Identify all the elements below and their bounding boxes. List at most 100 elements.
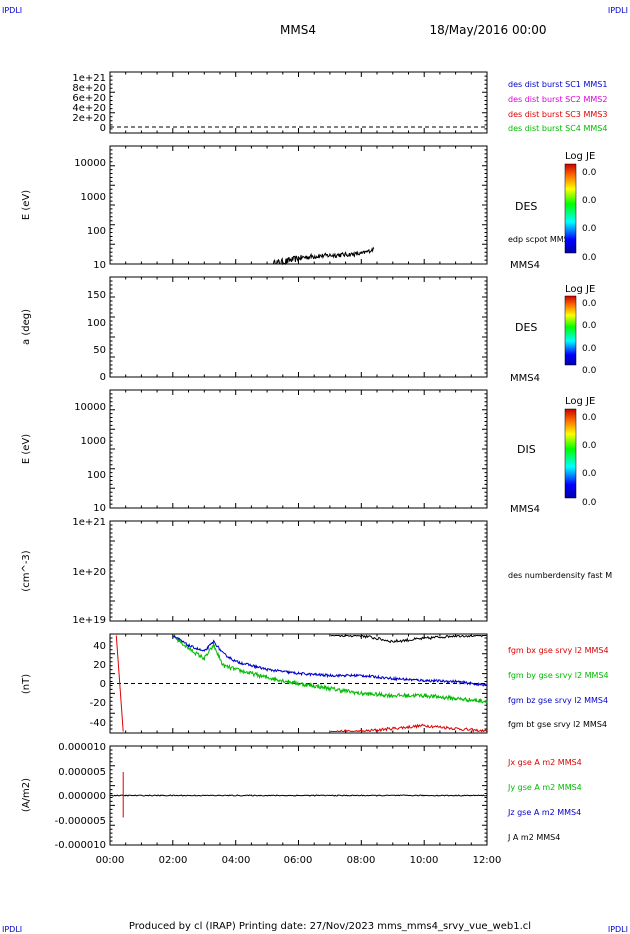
p6-legend-by: fgm by gse srvy l2 MMS4 [508, 671, 609, 680]
p1-ytick-label: 8e+20 [72, 83, 106, 94]
p6-ytick-label: 20 [93, 660, 106, 671]
p7-legend-j: J A m2 MMS4 [507, 833, 560, 842]
p1-ytick-label: 2e+20 [72, 113, 106, 124]
p1-ytick-label: 1e+21 [72, 73, 106, 84]
p1-legend-sc4: des dist burst SC4 MMS4 [508, 124, 607, 133]
p7-ytick-label: -0.000010 [55, 840, 106, 851]
p2-colorbar-tick: 0.0 [582, 168, 597, 178]
panel-2-frame [109, 145, 488, 265]
p4-instrument-label: DIS [517, 443, 536, 456]
p4-colorbar-title: Log JE [565, 396, 595, 407]
p3-ytick-label: 100 [87, 318, 106, 329]
p2-ylabel: E (eV) [21, 190, 32, 220]
p4-colorbar-tick: 0.0 [582, 469, 597, 479]
corner-label-bottom-right: IPDLI [608, 925, 628, 934]
panel-4-frame [109, 389, 488, 509]
axis-ticks [109, 71, 488, 846]
p5-ylabel: (cm^-3) [21, 550, 32, 591]
x-tick-label: 08:00 [347, 855, 376, 866]
panel-5-frame [109, 520, 488, 622]
p6-legend-bx: fgm bx gse srvy l2 MMS4 [508, 646, 609, 655]
p6-ylabel: (nT) [21, 674, 32, 694]
panel-1-frame [109, 71, 488, 134]
p6-bz-trace [173, 634, 488, 687]
p5-ytick-label: 1e+20 [72, 567, 106, 578]
p7-ylabel: (A/m2) [21, 778, 32, 812]
p3-ytick-label: 50 [93, 345, 106, 356]
p4-ytick-label: 100 [87, 470, 106, 481]
p5-ytick-label: 1e+19 [72, 615, 106, 626]
p1-legend-sc2: des dist burst SC2 MMS2 [508, 95, 607, 104]
p3-colorbar-tick: 0.0 [582, 366, 597, 376]
p7-legend-jz: Jz gse A m2 MMS4 [507, 808, 581, 817]
p3-colorbar-title: Log JE [565, 284, 595, 295]
p4-ytick-label: 1000 [81, 436, 106, 447]
x-tick-label: 06:00 [284, 855, 313, 866]
x-tick-label: 02:00 [159, 855, 188, 866]
p1-ytick-label: 6e+20 [72, 93, 106, 104]
p2-ytick-label: 100 [87, 226, 106, 237]
x-tick-label: 04:00 [222, 855, 251, 866]
p1-legend-sc1: des dist burst SC1 MMS1 [508, 80, 607, 89]
x-tick-label: 00:00 [96, 855, 125, 866]
p1-ytick-label: 0 [100, 123, 106, 134]
p2-sc-label: MMS4 [510, 260, 540, 271]
p4-ylabel: E (eV) [21, 434, 32, 464]
p2-colorbar-tick: 0.0 [582, 196, 597, 206]
p3-ylabel: a (deg) [21, 309, 32, 345]
p2-instrument-label: DES [515, 200, 537, 213]
p7-ytick-label: 0.000010 [58, 742, 106, 753]
p6-by-trace [173, 633, 488, 705]
p2-colorbar-tick: 0.0 [582, 253, 597, 263]
p4-ytick-label: 10 [93, 503, 106, 514]
p2-colorbar-tick: 0.0 [582, 224, 597, 234]
p7-current-baseline [109, 794, 488, 797]
p5-ytick-label: 1e+21 [72, 517, 106, 528]
p7-ytick-label: 0.000000 [58, 791, 106, 802]
p7-legend-jx: Jx gse A m2 MMS4 [507, 758, 582, 767]
p6-bx-trace [115, 635, 487, 733]
p4-colorbar [564, 408, 577, 499]
p3-colorbar-tick: 0.0 [582, 344, 597, 354]
p3-ytick-label: 150 [87, 290, 106, 301]
p3-colorbar [564, 295, 577, 366]
corner-label-bottom-left: IPDLI [2, 925, 22, 934]
p4-ytick-label: 10000 [74, 402, 106, 413]
corner-label-top-left: IPDLI [2, 6, 22, 15]
p6-ytick-label: -40 [90, 718, 106, 729]
p6-ytick-label: 0 [100, 679, 106, 690]
p2-colorbar [564, 163, 577, 254]
p2-side-label: edp scpot MMS4 [508, 235, 574, 244]
p4-colorbar-tick: 0.0 [582, 413, 597, 423]
p3-ytick-label: 0 [100, 372, 106, 383]
page-date: 18/May/2016 00:00 [429, 23, 546, 37]
p2-scpot-trace [272, 246, 375, 266]
p1-legend-sc3: des dist burst SC3 MMS3 [508, 110, 607, 119]
p6-legend-bt: fgm bt gse srvy l2 MMS4 [508, 720, 607, 729]
footer-text: Produced by cl (IRAP) Printing date: 27/… [129, 921, 531, 932]
x-tick-label: 10:00 [410, 855, 439, 866]
x-tick-label: 12:00 [473, 855, 502, 866]
p7-ytick-label: -0.000005 [55, 816, 106, 827]
p1-ytick-label: 4e+20 [72, 103, 106, 114]
page-title: MMS4 [280, 23, 316, 37]
p3-colorbar-tick: 0.0 [582, 321, 597, 331]
p3-colorbar-tick: 0.0 [582, 299, 597, 309]
p2-ytick-label: 10 [93, 260, 106, 271]
p2-ytick-label: 1000 [81, 192, 106, 203]
p2-ytick-label: 10000 [74, 158, 106, 169]
p6-legend-bz: fgm bz gse srvy l2 MMS4 [508, 696, 608, 705]
p4-sc-label: MMS4 [510, 504, 540, 515]
p7-ytick-label: 0.000005 [58, 767, 106, 778]
panel-3-frame [109, 276, 488, 378]
p6-ytick-label: -20 [90, 698, 106, 709]
p4-colorbar-tick: 0.0 [582, 441, 597, 451]
corner-label-top-right: IPDLI [608, 6, 628, 15]
p7-legend-jy: Jy gse A m2 MMS4 [507, 783, 582, 792]
p2-colorbar-title: Log JE [565, 151, 595, 162]
p6-ytick-label: 40 [93, 641, 106, 652]
p3-sc-label: MMS4 [510, 373, 540, 384]
p6-bt-trace [330, 634, 487, 644]
tick-marks [109, 71, 488, 846]
